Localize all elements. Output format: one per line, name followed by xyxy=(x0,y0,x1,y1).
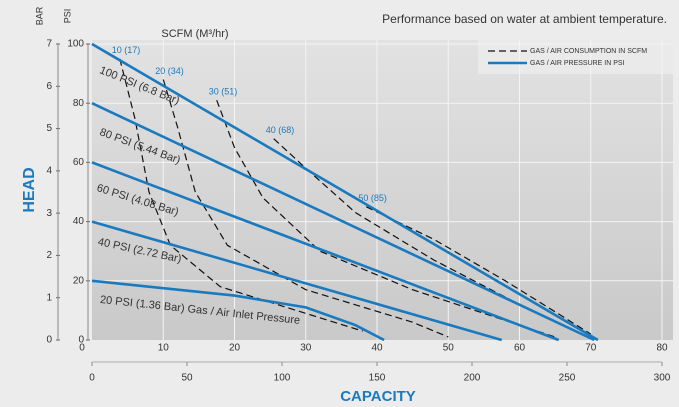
y-tick-label: 60 xyxy=(73,157,85,168)
pressure-line xyxy=(91,102,595,342)
legend-label: GAS / AIR CONSUMPTION IN SCFM xyxy=(530,48,647,55)
x-tick-label: 10 xyxy=(158,343,170,354)
pressure-line xyxy=(91,279,385,342)
x2-tick-label: 150 xyxy=(369,373,386,384)
x-tick-label: 0 xyxy=(79,343,85,354)
air-line xyxy=(162,79,449,338)
y2-tick-label: 6 xyxy=(46,81,52,92)
note: Performance based on water at ambient te… xyxy=(382,12,667,26)
pressure-line xyxy=(91,220,503,342)
x-tick-label: 30 xyxy=(300,343,312,354)
y-tick-label: 80 xyxy=(73,98,85,109)
air-line-label: 50 (85) xyxy=(358,193,387,203)
y-label: HEAD xyxy=(21,167,38,212)
legend-box xyxy=(478,40,673,74)
x2-tick-label: 0 xyxy=(89,373,95,384)
x-tick-label: 20 xyxy=(229,343,241,354)
x2-tick-label: 250 xyxy=(559,373,576,384)
y2-tick-label: 0 xyxy=(46,335,52,346)
x2-tick-label: 300 xyxy=(654,373,671,384)
air-line-label: 30 (51) xyxy=(209,87,238,97)
y2-tick-label: 1 xyxy=(46,292,52,303)
y2-tick-label: 5 xyxy=(46,123,52,134)
y2-tick-label: 4 xyxy=(46,165,52,176)
y2-tick-label: 3 xyxy=(46,208,52,219)
x-top-label: SCFM (M³/hr) xyxy=(161,28,228,40)
x2-tick-label: 50 xyxy=(181,373,193,384)
x2-tick-label: 100 xyxy=(274,373,291,384)
pressure-line xyxy=(91,161,560,342)
y2-unit: BAR xyxy=(34,6,44,25)
x-tick-label: 40 xyxy=(371,343,383,354)
y2-tick-label: 7 xyxy=(46,39,52,50)
x-label: CAPACITY xyxy=(340,388,416,405)
y-tick-label: 20 xyxy=(73,275,85,286)
y-tick-label: 100 xyxy=(67,39,84,50)
x-tick-label: 50 xyxy=(443,343,455,354)
y-tick-label: 0 xyxy=(78,335,84,346)
y-tick-label: 40 xyxy=(73,216,85,227)
legend-label: GAS / AIR PRESSURE IN PSI xyxy=(530,60,625,67)
x-tick-label: 60 xyxy=(514,343,526,354)
y2-tick-label: 2 xyxy=(46,250,52,261)
plot-area xyxy=(92,40,673,340)
air-line xyxy=(366,206,592,335)
x-tick-label: 70 xyxy=(585,343,597,354)
air-line-label: 10 (17) xyxy=(112,45,141,55)
x2-tick-label: 200 xyxy=(464,373,481,384)
x-tick-label: 80 xyxy=(656,343,668,354)
y-unit: PSI xyxy=(62,9,72,24)
pressure-line xyxy=(91,42,599,342)
air-line-label: 40 (68) xyxy=(266,125,295,135)
air-line-label: 20 (34) xyxy=(155,66,184,76)
